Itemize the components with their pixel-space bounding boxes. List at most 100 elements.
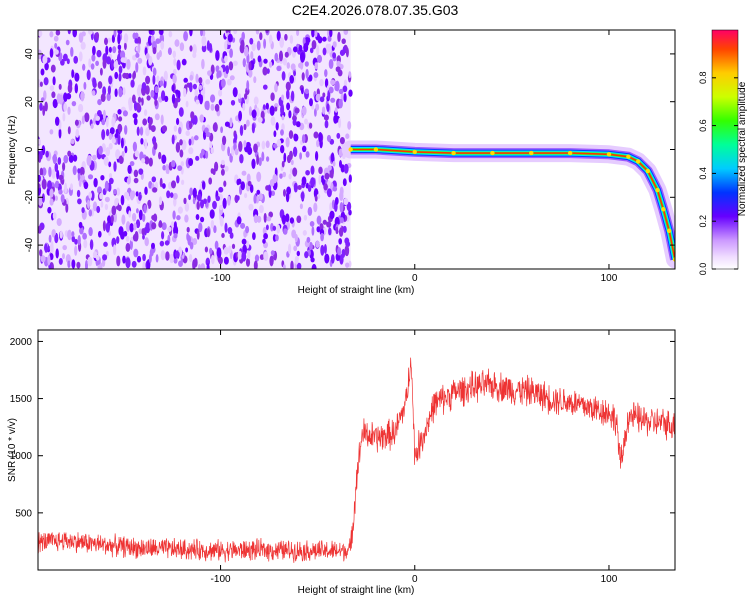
noise-blob [237, 250, 243, 260]
noise-blob [314, 30, 318, 38]
noise-blob [106, 92, 111, 102]
noise-blob [286, 62, 291, 69]
noise-blob [339, 201, 344, 213]
spectrogram-ticks: -100 0 100 -40 -20 0 20 40 [24, 30, 675, 284]
noise-blob [115, 59, 118, 68]
noise-blob [330, 152, 335, 163]
noise-blob [143, 204, 147, 214]
noise-blob [105, 45, 109, 56]
noise-blob [258, 204, 264, 214]
noise-blob [272, 143, 278, 149]
noise-blob [77, 198, 82, 205]
noise-blob [117, 30, 123, 35]
noise-blob [326, 188, 332, 198]
noise-blob [164, 95, 169, 103]
noise-blob [269, 255, 274, 267]
noise-blob [281, 71, 286, 81]
noise-blob [324, 69, 328, 78]
noise-blob [274, 234, 279, 242]
noise-blob [151, 222, 157, 230]
noise-blob [74, 119, 79, 126]
noise-blob [275, 122, 279, 131]
noise-blob [286, 186, 292, 195]
noise-blob [253, 260, 258, 269]
noise-blob [327, 165, 332, 171]
track-halo [341, 140, 675, 269]
noise-blob [144, 237, 149, 247]
noise-blob [183, 30, 189, 42]
noise-blob [189, 30, 193, 37]
noise-blob [133, 177, 139, 184]
noise-blob [251, 123, 255, 134]
noise-blob [109, 127, 115, 135]
noise-blob [339, 49, 345, 56]
noise-blob [243, 93, 248, 100]
noise-blob [171, 93, 176, 104]
noise-blob [173, 58, 177, 66]
x-tick-label: 0 [412, 574, 418, 585]
noise-blob [62, 53, 68, 62]
noise-blob [114, 198, 119, 207]
noise-blob [58, 257, 63, 265]
noise-blob [173, 221, 177, 230]
noise-blob [58, 189, 63, 195]
signal-track [341, 140, 675, 269]
noise-blob [92, 45, 96, 56]
noise-blob [117, 109, 122, 115]
noise-blob [309, 221, 315, 227]
noise-blob [343, 92, 347, 103]
noise-blob [53, 35, 59, 42]
noise-blob [288, 110, 292, 119]
noise-blob [179, 42, 185, 52]
noise-blob [248, 106, 252, 117]
noise-blob [62, 245, 67, 251]
noise-blob [288, 243, 292, 255]
colorbar-tick-label: 0.8 [698, 72, 708, 85]
noise-blob [120, 57, 126, 63]
noise-blob [50, 247, 54, 254]
noise-blob [195, 155, 200, 161]
noise-blob [330, 79, 336, 86]
noise-blob [152, 67, 157, 77]
noise-blob [283, 152, 287, 163]
noise-blob [316, 45, 320, 56]
noise-blob [207, 70, 212, 76]
noise-blob [74, 238, 78, 245]
noise-blob [252, 232, 256, 241]
noise-blob [199, 199, 205, 209]
noise-blob [284, 51, 289, 58]
noise-blob [237, 178, 242, 185]
noise-blob [268, 211, 274, 218]
noise-blob [161, 231, 165, 240]
noise-blob [80, 91, 85, 102]
noise-blob [70, 46, 74, 57]
noise-blob [210, 103, 215, 111]
noise-blob [105, 147, 111, 157]
noise-blob [54, 116, 60, 126]
spectrogram-ylabel: Frequency (Hz) [7, 116, 18, 185]
noise-blob [145, 75, 151, 85]
noise-blob [289, 75, 295, 84]
noise-blob [281, 160, 285, 168]
noise-blob [259, 32, 263, 41]
noise-blob [283, 188, 286, 197]
noise-blob [142, 66, 147, 76]
spectrogram-xlabel: Height of straight line (km) [298, 285, 415, 296]
noise-blob [71, 69, 75, 78]
noise-blob [65, 203, 69, 213]
noise-blob [288, 173, 292, 180]
noise-blob [189, 121, 193, 130]
noise-blob [290, 260, 294, 269]
noise-blob [127, 164, 132, 174]
noise-blob [192, 115, 198, 125]
noise-blob [304, 118, 308, 125]
noise-blob [199, 114, 205, 123]
noise-blob [108, 177, 114, 185]
noise-blob [304, 61, 309, 67]
noise-blob [311, 39, 317, 50]
y-tick-label: -20 [24, 190, 35, 205]
noise-blob [329, 210, 335, 220]
noise-blob [223, 256, 229, 265]
noise-blob [67, 83, 73, 94]
noise-blob [239, 125, 244, 136]
